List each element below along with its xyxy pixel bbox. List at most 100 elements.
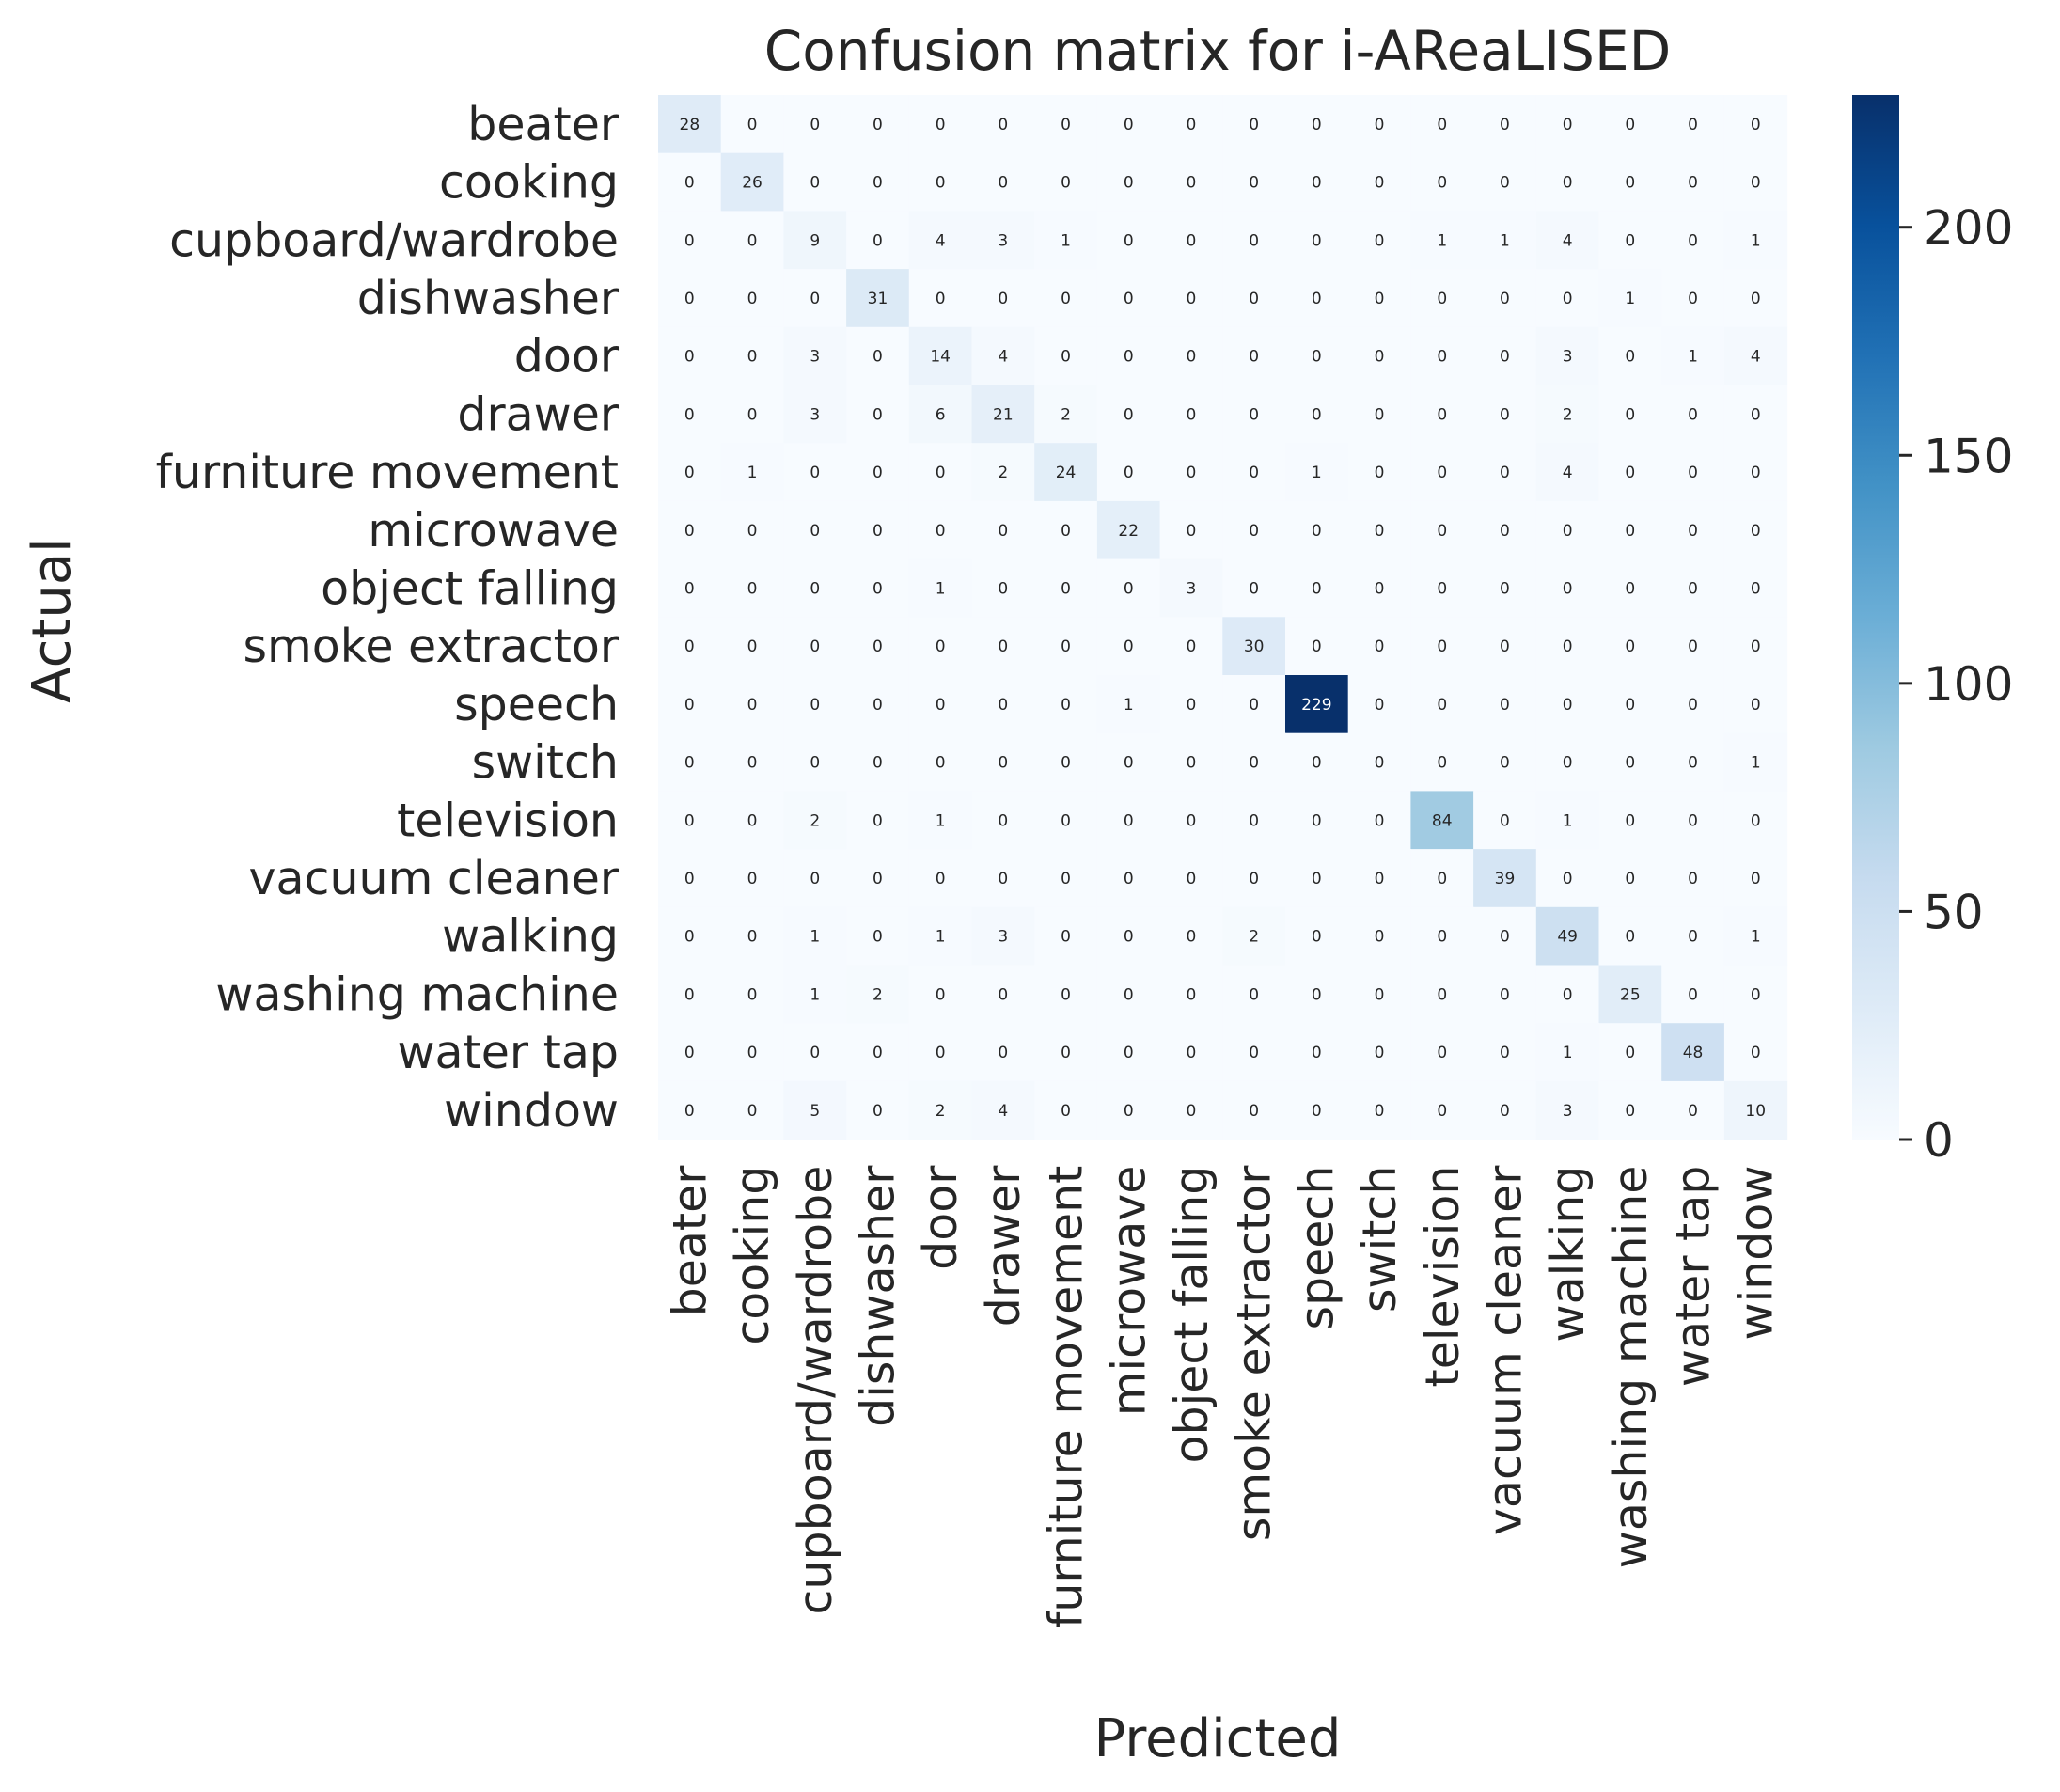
cell-value-label: 0 <box>1688 754 1698 773</box>
cell-value-label: 0 <box>1688 405 1698 424</box>
heatmap-cell <box>658 906 722 967</box>
heatmap-cell <box>658 791 722 850</box>
heatmap-cell <box>1222 152 1286 212</box>
x-tick-label: door <box>914 1165 967 1270</box>
heatmap-cell <box>1285 675 1349 734</box>
heatmap-cell <box>1535 443 1600 502</box>
cell-value-label: 0 <box>1124 464 1134 482</box>
heatmap-cell <box>1410 965 1474 1024</box>
heatmap-cell <box>1473 269 1537 328</box>
heatmap-cell <box>1096 558 1161 618</box>
cell-value-label: 0 <box>1500 174 1510 193</box>
cell-value-label: 0 <box>1563 754 1573 773</box>
heatmap-cell <box>783 791 847 850</box>
heatmap-cell <box>1159 732 1223 792</box>
heatmap-cell <box>1034 906 1098 967</box>
heatmap-cell <box>1159 326 1223 386</box>
heatmap-cell <box>783 385 847 444</box>
cell-value-label: 0 <box>1625 637 1635 656</box>
cell-value-label: 0 <box>1688 1102 1698 1121</box>
cell-value-label: 0 <box>1563 522 1573 541</box>
heatmap-cell <box>971 906 1035 967</box>
heatmap-cell <box>1159 906 1223 967</box>
cell-value-label: 2 <box>1249 928 1259 947</box>
heatmap-cell <box>846 326 910 386</box>
heatmap-cell <box>908 791 973 850</box>
cell-value-label: 0 <box>1312 1044 1322 1062</box>
x-tick-label: speech <box>1290 1166 1344 1330</box>
heatmap-cell <box>908 675 973 734</box>
cell-value-label: 0 <box>873 405 883 424</box>
cell-value-label: 0 <box>810 522 820 541</box>
y-tick-label: washing machine <box>215 967 619 1021</box>
cell-value-label: 0 <box>1249 696 1259 715</box>
cell-value-label: 1 <box>1312 464 1322 482</box>
heatmap-cell <box>720 617 784 676</box>
cell-value-label: 0 <box>1375 116 1385 134</box>
heatmap-cell <box>1347 617 1411 676</box>
cell-value-label: 4 <box>1563 464 1573 482</box>
cell-value-label: 0 <box>1437 985 1447 1004</box>
cell-value-label: 0 <box>998 754 1008 773</box>
heatmap-cell <box>1347 1080 1411 1140</box>
heatmap-cell <box>1222 269 1286 328</box>
heatmap-cell <box>1096 1023 1161 1082</box>
heatmap-cell <box>846 1023 910 1082</box>
y-tick-label: television <box>397 794 619 847</box>
cell-value-label: 0 <box>1249 348 1259 367</box>
heatmap-cell <box>1661 906 1725 967</box>
cell-value-label: 0 <box>684 1102 695 1121</box>
heatmap-cell <box>720 500 784 560</box>
heatmap-cell <box>1535 152 1600 212</box>
cell-value-label: 0 <box>810 464 820 482</box>
heatmap-cell <box>1410 326 1474 386</box>
heatmap-cell <box>971 385 1035 444</box>
cell-value-label: 1 <box>1751 231 1761 250</box>
cell-value-label: 0 <box>1249 464 1259 482</box>
cell-value-label: 0 <box>1375 231 1385 250</box>
y-tick-label: water tap <box>397 1026 619 1079</box>
cell-value-label: 0 <box>1061 985 1071 1004</box>
cell-value-label: 0 <box>936 637 946 656</box>
heatmap-cell <box>1096 849 1161 908</box>
cell-value-label: 0 <box>1751 696 1761 715</box>
y-tick-label: door <box>514 330 620 384</box>
heatmap-cell <box>1159 849 1223 908</box>
cell-value-label: 0 <box>998 637 1008 656</box>
heatmap-cell <box>783 558 847 618</box>
heatmap-cell <box>720 965 784 1024</box>
heatmap-cell <box>1347 443 1411 502</box>
cell-value-label: 0 <box>747 985 758 1004</box>
cell-value-label: 2 <box>810 811 820 830</box>
heatmap-cell <box>1222 906 1286 967</box>
heatmap-cell <box>658 211 722 270</box>
y-tick-label: cupboard/wardrobe <box>169 213 619 267</box>
heatmap-cell <box>1096 675 1161 734</box>
heatmap-cell <box>971 965 1035 1024</box>
heatmap-cell <box>971 558 1035 618</box>
heatmap-cell <box>1159 675 1223 734</box>
heatmap-cell <box>908 500 973 560</box>
cell-value-label: 0 <box>1437 928 1447 947</box>
cell-value-label: 0 <box>1688 579 1698 598</box>
heatmap-cell <box>1159 385 1223 444</box>
heatmap-cell <box>846 152 910 212</box>
x-tick-label: cupboard/wardrobe <box>789 1166 842 1615</box>
heatmap-cell <box>783 152 847 212</box>
heatmap-cell <box>1598 152 1662 212</box>
heatmap-cell <box>1285 152 1349 212</box>
y-tick-label: microwave <box>368 504 619 558</box>
cell-value-label: 0 <box>1375 985 1385 1004</box>
heatmap-cell <box>1096 906 1161 967</box>
heatmap-cell <box>1661 675 1725 734</box>
cell-value-label: 0 <box>1061 811 1071 830</box>
heatmap-cell <box>1222 849 1286 908</box>
cell-value-label: 0 <box>810 1044 820 1062</box>
heatmap-cell <box>908 152 973 212</box>
heatmap-cell <box>1473 95 1537 154</box>
heatmap-cell <box>783 443 847 502</box>
cell-value-label: 0 <box>873 522 883 541</box>
cell-value-label: 1 <box>1563 1044 1573 1062</box>
cell-value-label: 0 <box>1375 1044 1385 1062</box>
y-tick-label: window <box>444 1084 619 1138</box>
